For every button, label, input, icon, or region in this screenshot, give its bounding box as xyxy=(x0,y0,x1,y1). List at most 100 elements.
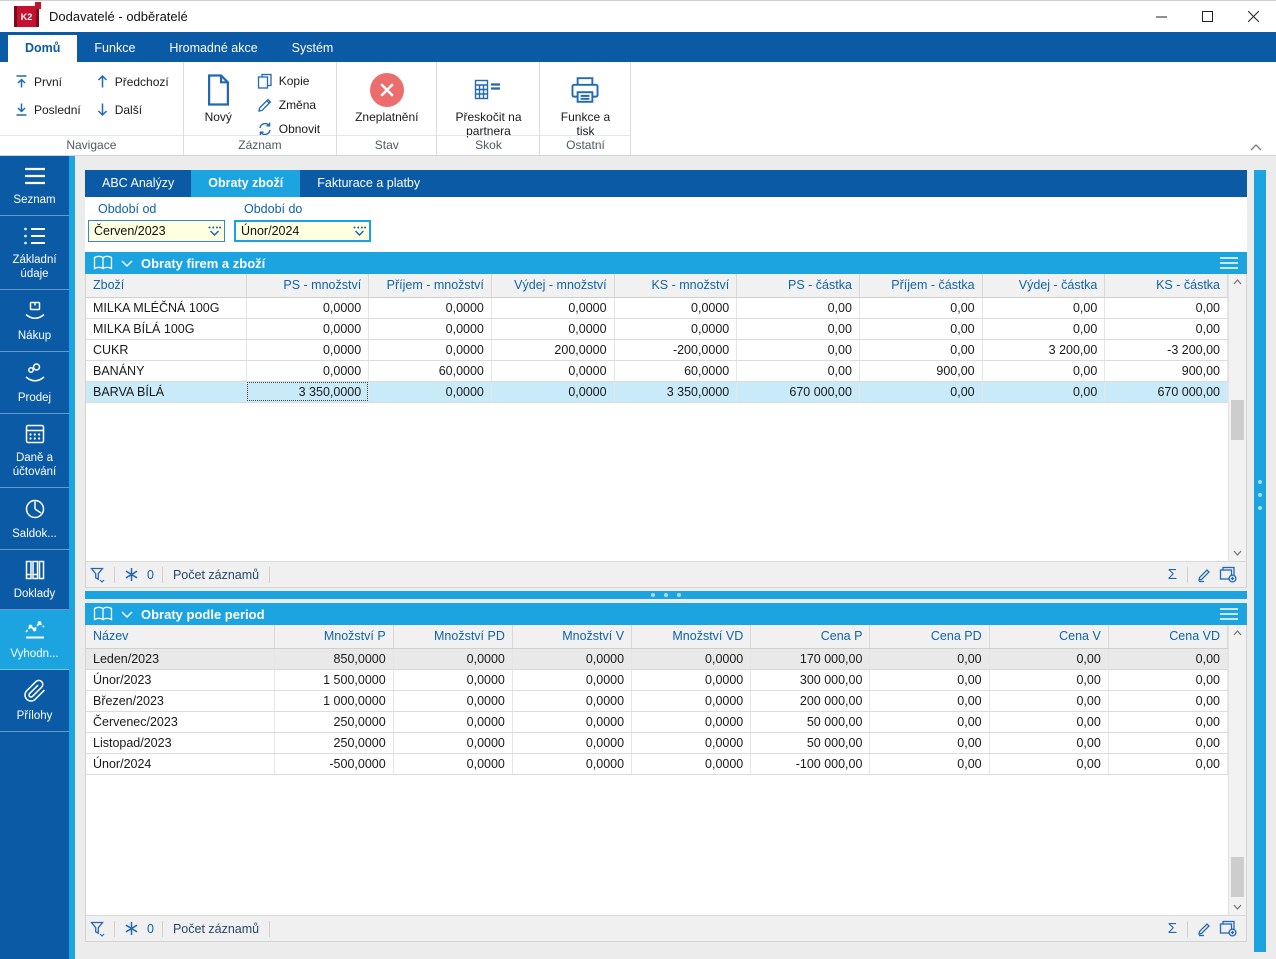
tab-fakturace-a-platby[interactable]: Fakturace a platby xyxy=(317,176,421,190)
cell[interactable]: 0,00 xyxy=(1104,297,1228,319)
column-header[interactable]: Příjem - množství xyxy=(368,274,492,298)
cell[interactable]: 0,00 xyxy=(982,297,1106,319)
edit-icon[interactable] xyxy=(1192,921,1216,937)
cell[interactable]: Únor/2024 xyxy=(86,753,275,775)
cell[interactable]: 50 000,00 xyxy=(750,732,871,754)
cell[interactable]: 850,0000 xyxy=(274,648,394,670)
scroll-down-button[interactable] xyxy=(1229,545,1246,561)
cell[interactable]: 0,00 xyxy=(989,753,1109,775)
cell[interactable]: 670 000,00 xyxy=(736,381,860,403)
scroll-thumb[interactable] xyxy=(1231,400,1244,440)
table-row[interactable]: MILKA MLÉČNÁ 100G 0,0000 0,0000 0,0000 0,000… xyxy=(86,297,1228,319)
cell[interactable]: 0,0000 xyxy=(246,360,370,382)
cell[interactable]: 0,0000 xyxy=(368,339,492,361)
panel-menu-icon[interactable] xyxy=(1219,607,1239,621)
next-button[interactable]: Další xyxy=(91,100,173,119)
maximize-button[interactable] xyxy=(1184,1,1230,32)
cell[interactable]: Leden/2023 xyxy=(86,648,275,670)
minimize-button[interactable] xyxy=(1138,1,1184,32)
ribbon-tab-hromadne-akce[interactable]: Hromadné akce xyxy=(169,41,258,55)
invalidate-button[interactable]: Zneplatnění xyxy=(347,66,426,124)
sidebar-item-vyhodnoceni[interactable]: Vyhodn... xyxy=(0,610,69,670)
cell[interactable]: 3 200,00 xyxy=(982,339,1106,361)
right-panel-splitter[interactable] xyxy=(1254,170,1266,952)
cell[interactable]: 0,00 xyxy=(1108,732,1228,754)
cell[interactable]: 0,0000 xyxy=(393,648,513,670)
cell[interactable]: 60,0000 xyxy=(614,360,738,382)
cell[interactable]: 0,0000 xyxy=(631,669,752,691)
cell[interactable]: 200 000,00 xyxy=(750,690,871,712)
sidebar-item-dane-a-uctovani[interactable]: Daně a účtování xyxy=(0,414,69,488)
panel1-header[interactable]: Obraty firem a zboží xyxy=(85,252,1247,274)
cell[interactable]: 60,0000 xyxy=(368,360,492,382)
cell[interactable]: 0,0000 xyxy=(393,690,513,712)
cell[interactable]: 0,0000 xyxy=(368,381,492,403)
column-header[interactable]: Cena P xyxy=(750,625,871,649)
column-header[interactable]: Cena V xyxy=(989,625,1109,649)
column-header[interactable]: Příjem - částka xyxy=(859,274,983,298)
refresh-button[interactable]: Obnovit xyxy=(251,120,326,138)
table-row[interactable]: MILKA BÍLÁ 100G 0,0000 0,0000 0,0000 0,0000 0… xyxy=(86,318,1228,340)
asterisk-icon[interactable] xyxy=(119,567,143,582)
cell[interactable]: 0,0000 xyxy=(246,318,370,340)
sidebar-item-prilohy[interactable]: Přílohy xyxy=(0,670,69,732)
cell[interactable]: 0,00 xyxy=(869,711,990,733)
cell[interactable]: 250,0000 xyxy=(274,732,394,754)
column-header[interactable]: Zboží xyxy=(86,274,247,298)
cell[interactable]: 300 000,00 xyxy=(750,669,871,691)
cell[interactable]: 0,00 xyxy=(859,318,983,340)
cell[interactable]: 0,00 xyxy=(1108,753,1228,775)
cell[interactable]: 0,00 xyxy=(989,711,1109,733)
column-header[interactable]: Výdej - částka xyxy=(982,274,1106,298)
column-header[interactable]: Množství VD xyxy=(631,625,752,649)
scroll-thumb[interactable] xyxy=(1231,857,1244,897)
cell[interactable]: BARVA BÍLÁ xyxy=(86,381,247,403)
last-button[interactable]: Poslední xyxy=(10,100,85,119)
edit-icon[interactable] xyxy=(1192,567,1216,583)
ribbon-tab-funkce[interactable]: Funkce xyxy=(94,41,136,55)
cell[interactable]: -3 200,00 xyxy=(1104,339,1228,361)
cell[interactable]: 0,0000 xyxy=(393,753,513,775)
cell[interactable]: 0,0000 xyxy=(393,711,513,733)
cell[interactable]: 170 000,00 xyxy=(750,648,871,670)
period-to-combobox[interactable]: Únor/2024 xyxy=(234,220,371,242)
cell[interactable]: 0,0000 xyxy=(246,339,370,361)
change-button[interactable]: Změna xyxy=(251,96,326,114)
cell[interactable]: 0,0000 xyxy=(491,318,615,340)
cell[interactable]: 0,00 xyxy=(859,381,983,403)
cell[interactable]: 0,0000 xyxy=(614,297,738,319)
cell[interactable]: -100 000,00 xyxy=(750,753,871,775)
cell[interactable]: 0,00 xyxy=(736,339,860,361)
cell[interactable]: 0,00 xyxy=(736,297,860,319)
cell[interactable]: 0,00 xyxy=(1108,690,1228,712)
cell[interactable]: 0,00 xyxy=(1108,711,1228,733)
cell[interactable]: Listopad/2023 xyxy=(86,732,275,754)
cell[interactable]: 0,0000 xyxy=(393,669,513,691)
column-header[interactable]: PS - částka xyxy=(736,274,860,298)
column-header[interactable]: PS - množství xyxy=(246,274,370,298)
sidebar-item-nakup[interactable]: Nákup xyxy=(0,290,69,352)
cell[interactable]: 0,00 xyxy=(989,648,1109,670)
table-row[interactable]: Červenec/2023 250,0000 0,0000 0,0000 0,0000 5… xyxy=(86,711,1228,733)
cell[interactable]: 250,0000 xyxy=(274,711,394,733)
functions-print-button[interactable]: Funkce a tisk xyxy=(550,66,620,138)
sum-icon[interactable]: Σ xyxy=(1167,920,1177,937)
cell[interactable]: 0,00 xyxy=(982,381,1106,403)
sidebar-item-doklady[interactable]: Doklady xyxy=(0,550,69,610)
add-view-icon[interactable] xyxy=(1216,920,1240,937)
column-header[interactable]: Množství P xyxy=(274,625,394,649)
cell[interactable]: MILKA BÍLÁ 100G xyxy=(86,318,247,340)
column-header[interactable]: Množství PD xyxy=(393,625,513,649)
panel-menu-icon[interactable] xyxy=(1219,256,1239,270)
cell[interactable]: 0,00 xyxy=(1104,318,1228,340)
cell[interactable]: 0,00 xyxy=(982,318,1106,340)
scroll-up-button[interactable] xyxy=(1229,625,1246,641)
scroll-down-button[interactable] xyxy=(1229,899,1246,915)
ribbon-tab-domu[interactable]: Domů xyxy=(8,35,78,62)
cell[interactable]: 0,0000 xyxy=(512,648,633,670)
new-button[interactable]: Nový xyxy=(196,66,241,133)
cell[interactable]: 0,00 xyxy=(859,297,983,319)
cell[interactable]: 3 350,0000 xyxy=(614,381,738,403)
sidebar-item-saldokonto[interactable]: Saldok... xyxy=(0,488,69,550)
cell[interactable]: 0,0000 xyxy=(631,753,752,775)
